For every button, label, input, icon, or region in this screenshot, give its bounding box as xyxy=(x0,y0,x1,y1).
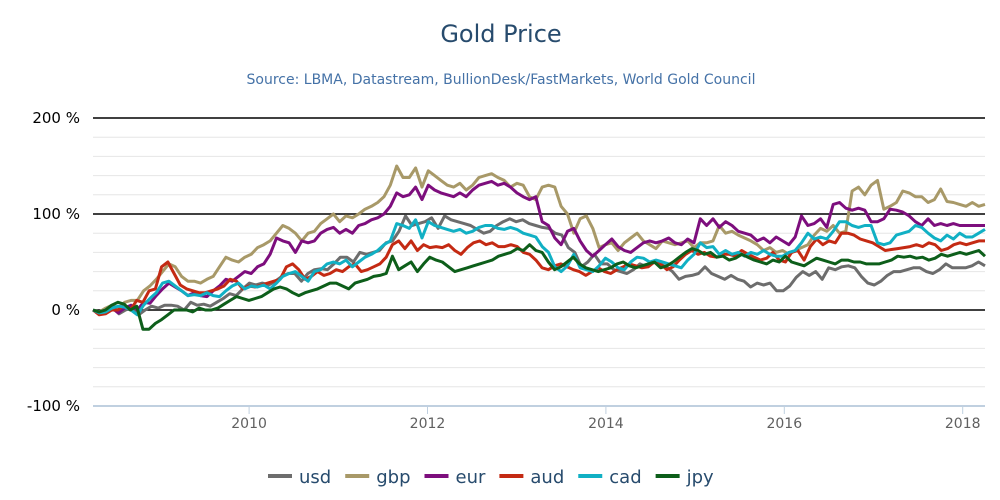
legend: usd gbp eur aud cad jpy xyxy=(268,467,714,488)
legend-label: jpy xyxy=(686,467,714,488)
legend-item-aud[interactable]: aud xyxy=(499,467,564,488)
chart-title: Gold Price xyxy=(440,20,561,48)
x-tick-label: 2016 xyxy=(766,416,802,432)
legend-label: usd xyxy=(299,467,331,488)
series-line-eur xyxy=(92,179,985,315)
y-tick-label: 200 % xyxy=(32,109,80,127)
x-tick-label: 2012 xyxy=(410,416,446,432)
legend-item-usd[interactable]: usd xyxy=(268,467,331,488)
y-tick-label: -100 % xyxy=(27,397,80,415)
x-tick-label: 2014 xyxy=(588,416,624,432)
legend-item-gbp[interactable]: gbp xyxy=(345,467,411,488)
legend-label: cad xyxy=(609,467,641,488)
legend-label: aud xyxy=(530,467,564,488)
legend-item-eur[interactable]: eur xyxy=(424,467,486,488)
series-line-cad xyxy=(92,218,986,317)
legend-item-cad[interactable]: cad xyxy=(578,467,642,488)
legend-label: eur xyxy=(456,467,486,488)
x-axis: 2010 2012 2014 2016 2018 xyxy=(93,405,985,432)
y-tick-label: 100 % xyxy=(32,205,80,223)
series-line-jpy xyxy=(92,243,987,331)
y-axis: -100 % 0 % 100 % 200 % xyxy=(27,109,80,415)
x-tick-label: 2018 xyxy=(945,416,981,432)
legend-item-jpy[interactable]: jpy xyxy=(655,467,714,488)
series-line-gbp xyxy=(92,164,986,314)
legend-label: gbp xyxy=(376,467,410,488)
x-tick-label: 2010 xyxy=(231,416,267,432)
chart-subtitle: Source: LBMA, Datastream, BullionDesk/Fa… xyxy=(247,72,756,88)
series-lines xyxy=(92,164,987,331)
y-tick-label: 0 % xyxy=(51,301,80,319)
